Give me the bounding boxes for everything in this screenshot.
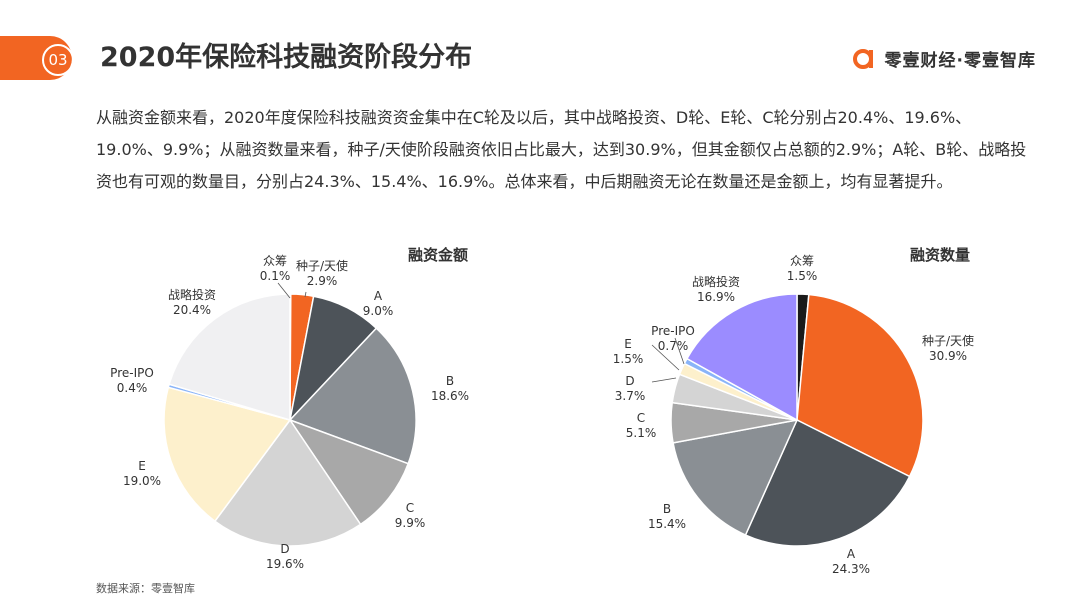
leader-line-2-6 (651, 377, 677, 383)
slice-value-2-7: 1.5% (613, 352, 644, 366)
leader-line-2-7 (651, 344, 680, 371)
slice-label-2-4: B (663, 502, 671, 516)
slice-value-1-1: 0.1% (260, 269, 291, 283)
pie-slice-1-4 (288, 327, 417, 465)
page-title: 2020年保险科技融资阶段分布 (100, 42, 473, 73)
pie-slice-1-9 (168, 293, 291, 422)
section-number-badge: 03 (42, 44, 74, 76)
data-source-note: 数据来源：零壹智库 (96, 582, 195, 595)
slice-label-1-4: B (446, 374, 454, 388)
slice-value-1-3: 9.0% (363, 304, 394, 318)
brand-logo-icon (852, 49, 873, 69)
slice-label-1-2: 种子/天使 (296, 258, 348, 273)
slice-value-1-5: 9.9% (395, 516, 426, 530)
slice-label-2-8: Pre-IPO (651, 324, 695, 338)
slice-value-2-2: 30.9% (929, 349, 967, 363)
brand-name: 零壹财经·零壹智库 (884, 50, 1036, 71)
brand: 零壹财经·零壹智库 (851, 44, 1036, 72)
slice-value-1-6: 19.6% (266, 557, 304, 571)
slice-value-1-2: 2.9% (307, 274, 338, 288)
slice-label-2-6: D (625, 374, 634, 388)
slice-label-1-5: C (406, 501, 414, 515)
slice-label-1-7: E (138, 459, 146, 473)
pie-slice-2-9 (685, 293, 798, 422)
chart-title-1: 融资金额 (408, 246, 468, 264)
slice-label-1-6: D (280, 542, 289, 556)
slice-label-2-2: 种子/天使 (922, 333, 974, 348)
slice-label-1-9: 战略投资 (168, 287, 216, 302)
slice-value-1-7: 19.0% (123, 474, 161, 488)
slice-value-2-1: 1.5% (787, 269, 818, 283)
slice-value-1-9: 20.4% (173, 303, 211, 317)
slice-label-2-1: 众筹 (790, 254, 814, 268)
pie-slice-2-2 (796, 293, 924, 478)
pie-slice-1-5 (288, 418, 410, 526)
slice-label-2-7: E (624, 337, 632, 351)
slice-value-2-9: 16.9% (697, 290, 735, 304)
leader-line-2-8 (674, 337, 685, 365)
chart-title-2: 融资数量 (910, 246, 970, 264)
slice-value-2-8: 0.7% (658, 339, 689, 353)
slice-label-1-3: A (374, 289, 383, 303)
slice-value-2-5: 5.1% (626, 426, 657, 440)
pie-slice-2-4 (672, 419, 799, 536)
slice-value-1-8: 0.4% (117, 381, 148, 395)
summary-paragraph: 从融资金额来看，2020年度保险科技融资资金集中在C轮及以后，其中战略投资、D轮… (96, 108, 1027, 191)
pie-slice-1-7 (163, 386, 292, 523)
leader-line-1-1 (277, 282, 291, 299)
slice-value-2-6: 3.7% (615, 389, 646, 403)
pie-slice-2-3 (744, 418, 911, 547)
pie-slice-1-6 (213, 418, 362, 547)
slice-value-1-4: 18.6% (431, 389, 469, 403)
slice-label-2-9: 战略投资 (692, 274, 740, 289)
slice-label-2-3: A (847, 547, 856, 561)
slice-label-2-5: C (637, 411, 645, 425)
slice-label-1-8: Pre-IPO (110, 366, 154, 380)
slice-value-2-4: 15.4% (648, 517, 686, 531)
slice-value-2-3: 24.3% (832, 562, 870, 576)
leader-line-1-2 (304, 291, 307, 298)
slice-label-1-1: 众筹 (263, 254, 287, 268)
